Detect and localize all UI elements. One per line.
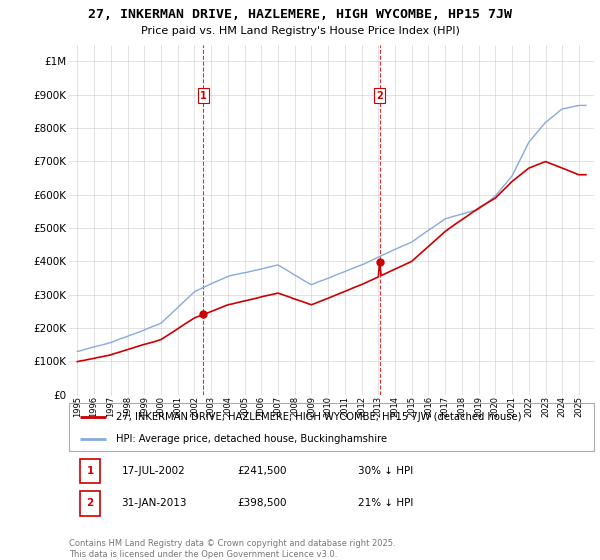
Text: 27, INKERMAN DRIVE, HAZLEMERE, HIGH WYCOMBE, HP15 7JW (detached house): 27, INKERMAN DRIVE, HAZLEMERE, HIGH WYCO… — [116, 412, 522, 422]
Text: 1: 1 — [200, 91, 207, 101]
Text: 17-JUL-2002: 17-JUL-2002 — [121, 466, 185, 476]
Text: Contains HM Land Registry data © Crown copyright and database right 2025.
This d: Contains HM Land Registry data © Crown c… — [69, 539, 395, 559]
Text: HPI: Average price, detached house, Buckinghamshire: HPI: Average price, detached house, Buck… — [116, 434, 388, 444]
Text: 1: 1 — [86, 466, 94, 476]
Bar — [80, 491, 100, 516]
Bar — [80, 459, 100, 483]
Text: £398,500: £398,500 — [237, 498, 287, 508]
Text: 2: 2 — [376, 91, 383, 101]
Text: 2: 2 — [86, 498, 94, 508]
Text: 31-JAN-2013: 31-JAN-2013 — [121, 498, 187, 508]
Text: 27, INKERMAN DRIVE, HAZLEMERE, HIGH WYCOMBE, HP15 7JW: 27, INKERMAN DRIVE, HAZLEMERE, HIGH WYCO… — [88, 8, 512, 21]
Text: 30% ↓ HPI: 30% ↓ HPI — [358, 466, 413, 476]
Text: Price paid vs. HM Land Registry's House Price Index (HPI): Price paid vs. HM Land Registry's House … — [140, 26, 460, 36]
Text: £241,500: £241,500 — [237, 466, 287, 476]
Text: 21% ↓ HPI: 21% ↓ HPI — [358, 498, 413, 508]
